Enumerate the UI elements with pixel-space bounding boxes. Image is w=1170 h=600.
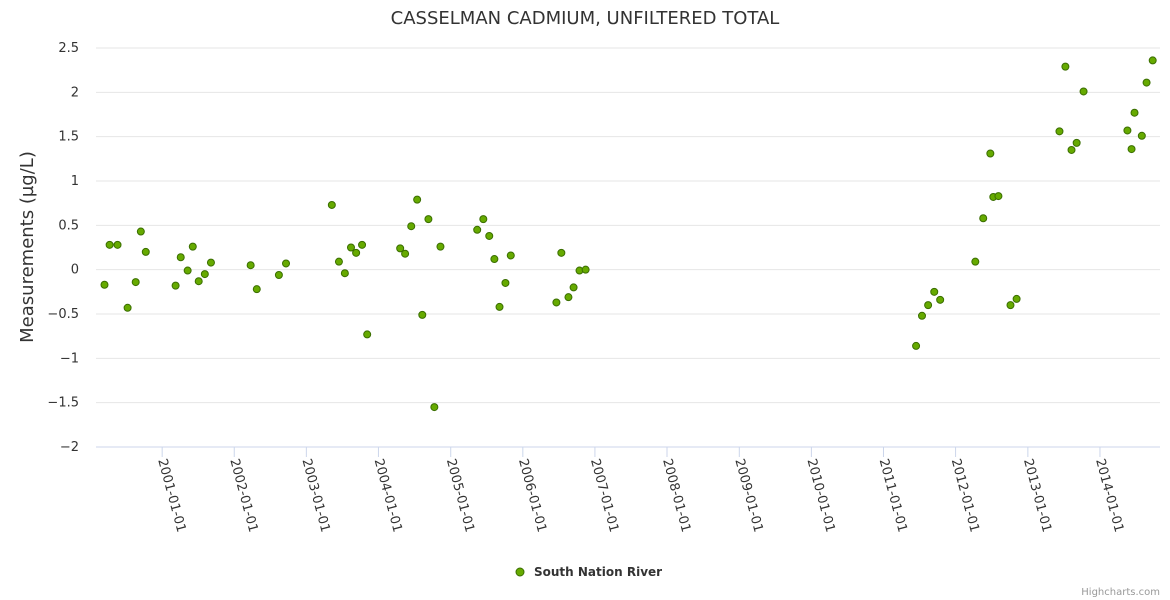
y-axis-title: Measurements (µg/L) [17,151,38,343]
data-point[interactable] [327,200,336,209]
credits-link[interactable]: Highcharts.com [1081,587,1160,598]
data-point[interactable] [131,278,140,287]
data-point[interactable] [473,225,482,234]
data-point[interactable] [246,261,255,270]
data-point[interactable] [100,280,109,289]
data-point[interactable] [564,293,573,302]
data-point[interactable] [581,265,590,274]
data-point[interactable] [1072,138,1081,147]
data-point[interactable] [1067,145,1076,154]
data-point[interactable] [1079,87,1088,96]
data-point[interactable] [430,403,439,412]
data-point[interactable] [418,310,427,319]
data-point[interactable] [912,341,921,350]
data-point[interactable] [917,311,926,320]
y-tick-label: −1 [60,351,79,366]
data-point[interactable] [194,277,203,286]
data-point[interactable] [479,215,488,224]
data-point[interactable] [552,298,561,307]
legend[interactable]: South Nation River [515,565,662,579]
data-point[interactable] [490,255,499,264]
data-point[interactable] [141,247,150,256]
data-point[interactable] [363,330,372,339]
y-tick-label: −2 [60,440,79,455]
data-point[interactable] [113,240,122,249]
data-point[interactable] [936,295,945,304]
data-point[interactable] [1127,145,1136,154]
data-point[interactable] [971,257,980,266]
data-point[interactable] [1130,108,1139,117]
y-tick-label: 0 [71,263,79,278]
data-point[interactable] [501,278,510,287]
y-tick-label: −1.5 [47,396,79,411]
y-tick-label: 1.5 [58,130,79,145]
data-point[interactable] [401,249,410,258]
data-point[interactable] [495,302,504,311]
y-tick-label: 0.5 [58,218,79,233]
data-point[interactable] [436,242,445,251]
data-point[interactable] [1012,294,1021,303]
data-point[interactable] [274,270,283,279]
data-point[interactable] [1148,56,1157,65]
data-point[interactable] [994,192,1003,201]
data-point[interactable] [176,253,185,262]
y-tick-label: −0.5 [47,307,79,322]
data-point[interactable] [1055,127,1064,136]
y-tick-label: 1 [71,174,79,189]
data-points [100,56,1157,412]
data-point[interactable] [200,270,209,279]
data-point[interactable] [334,257,343,266]
data-point[interactable] [986,149,995,158]
data-point[interactable] [930,287,939,296]
data-point[interactable] [1061,62,1070,71]
data-point[interactable] [569,283,578,292]
data-point[interactable] [252,285,261,294]
data-point[interactable] [396,244,405,253]
data-point[interactable] [346,243,355,252]
data-point[interactable] [206,258,215,267]
x-axis-ticks [161,447,1101,457]
y-axis-tick-labels: 2.5 2 1.5 1 0.5 0 −0.5 −1 −1.5 −2 [47,41,79,455]
data-point[interactable] [105,240,114,249]
data-point[interactable] [1142,78,1151,87]
data-point[interactable] [358,240,367,249]
grid-lines [96,47,1160,404]
data-point[interactable] [340,269,349,278]
data-point[interactable] [979,214,988,223]
data-point[interactable] [413,195,422,204]
data-point[interactable] [352,248,361,257]
data-point[interactable] [506,251,515,260]
data-point[interactable] [188,242,197,251]
chart-title: CASSELMAN CADMIUM, UNFILTERED TOTAL [391,8,780,29]
y-tick-label: 2 [71,85,79,100]
data-point[interactable] [1137,131,1146,140]
data-point[interactable] [183,266,192,275]
y-tick-label: 2.5 [58,41,79,56]
legend-marker-icon [515,567,525,577]
data-point[interactable] [485,231,494,240]
data-point[interactable] [924,301,933,310]
data-point[interactable] [123,303,132,312]
data-point[interactable] [282,259,291,268]
legend-item-south-nation-river[interactable]: South Nation River [534,565,662,579]
data-point[interactable] [424,215,433,224]
data-point[interactable] [171,281,180,290]
data-point[interactable] [407,222,416,231]
data-point[interactable] [557,248,566,257]
data-point[interactable] [1123,126,1132,135]
data-point[interactable] [1006,301,1015,310]
data-point[interactable] [136,227,145,236]
